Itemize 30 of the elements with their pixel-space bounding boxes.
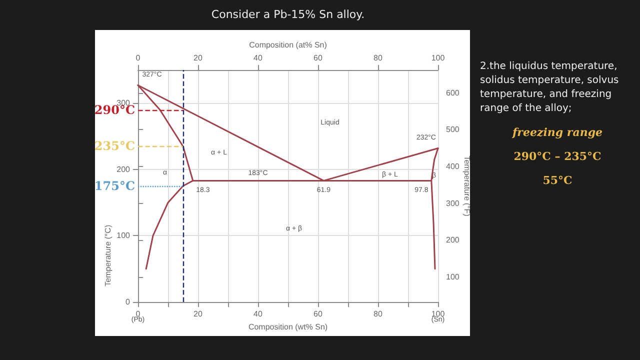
x-axis-title: Composition (wt% Sn): [248, 322, 328, 332]
y-tick-label: 100: [116, 231, 131, 240]
x-tick-label: 40: [254, 310, 263, 318]
x2-tick-label: 20: [194, 54, 203, 62]
x2-tick-label: 60: [314, 54, 323, 62]
y2-axis-title: Temperature (°F): [462, 156, 472, 217]
y2-tick-label: 600: [446, 88, 460, 98]
y2-tick-label: 500: [446, 125, 460, 134]
x2-tick-label: 100: [431, 54, 446, 62]
y-axis-title: Temperature (°C): [104, 224, 112, 286]
y-tick-label: 0: [126, 298, 131, 306]
y2-tick-label: 400: [446, 162, 460, 171]
x2-tick-label: 40: [254, 54, 263, 62]
y2-tick-label: 100: [446, 272, 460, 282]
ref-line-label: 175°C: [94, 179, 135, 193]
y2-tick-label: 200: [446, 236, 460, 245]
x2-tick-label: 80: [374, 54, 383, 62]
x2-axis-title: Composition (at% Sn): [249, 40, 328, 50]
y-tick-label: 200: [116, 164, 131, 174]
x-tick-label: 80: [374, 310, 383, 318]
text: freezing range: [511, 126, 604, 140]
text: 2.the liquidus temperature, solidus temperature, solvus temperature, and freezing range of the alloy;: [480, 60, 620, 116]
y2-tick-label: 300: [446, 198, 460, 208]
text: 55°C: [542, 174, 574, 188]
chart-title: Consider a Pb-15% Sn alloy.: [210, 8, 366, 21]
ref-line-label: 235°C: [94, 139, 135, 154]
x-tick-label: 60: [314, 310, 323, 318]
text: 290°C – 235°C: [512, 150, 602, 164]
x-tick-label: 20: [194, 310, 203, 318]
x2-tick-label: 0: [136, 54, 141, 62]
